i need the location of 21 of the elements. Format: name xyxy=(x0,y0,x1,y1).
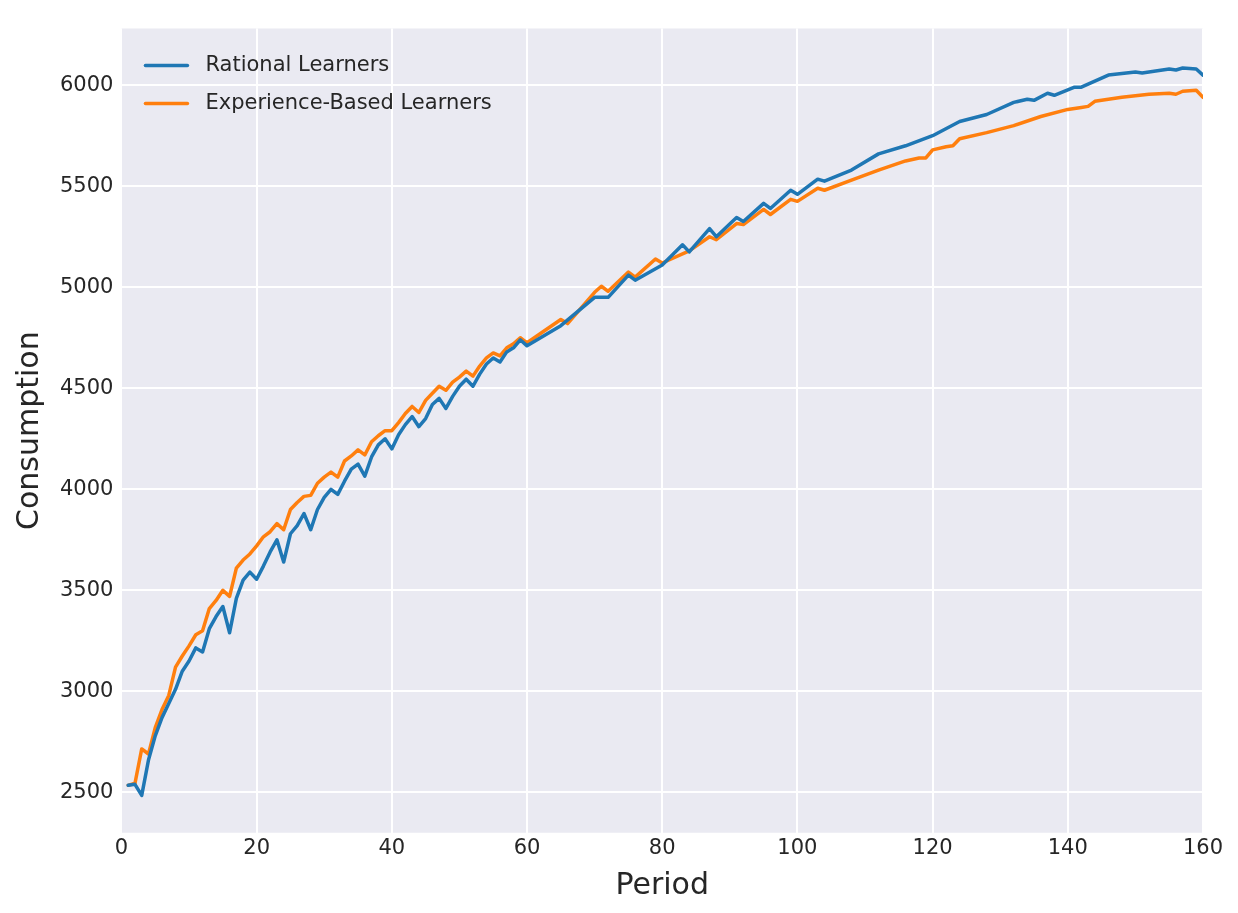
x-tick-label: 0 xyxy=(114,834,129,859)
x-tick-label: 40 xyxy=(378,834,406,859)
y-tick-label: 5000 xyxy=(59,273,114,298)
y-tick-label: 3000 xyxy=(59,677,114,702)
x-tick-label: 60 xyxy=(513,834,541,859)
y-tick-label: 4000 xyxy=(59,475,114,500)
y-tick-label: 2500 xyxy=(59,778,114,803)
x-tick-label: 20 xyxy=(243,834,271,859)
y-tick-label: 3500 xyxy=(59,576,114,601)
y-tick-label: 6000 xyxy=(59,71,114,96)
y-tick-label: 5500 xyxy=(59,172,114,197)
x-tick-label: 80 xyxy=(648,834,676,859)
x-axis-title: Period xyxy=(615,865,709,901)
y-tick-label: 4500 xyxy=(59,374,114,399)
y-axis-title: Consumption xyxy=(9,331,45,531)
legend-label: Experience-Based Learners xyxy=(205,90,492,115)
x-tick-label: 140 xyxy=(1047,834,1088,859)
x-tick-label: 100 xyxy=(777,834,818,859)
x-tick-label: 120 xyxy=(912,834,953,859)
legend-label: Rational Learners xyxy=(205,52,390,77)
x-tick-label: 160 xyxy=(1182,834,1224,859)
